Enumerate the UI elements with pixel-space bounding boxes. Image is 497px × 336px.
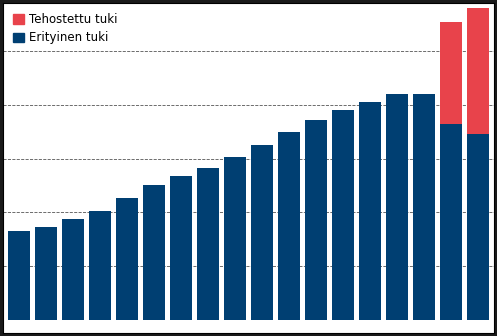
Bar (305, 120, 327, 320)
Bar (440, 22, 462, 124)
Bar (467, 134, 489, 320)
Bar (89, 211, 111, 320)
Bar (413, 94, 435, 320)
Bar (197, 168, 219, 320)
Bar (386, 94, 408, 320)
Bar (170, 176, 192, 320)
Bar (440, 124, 462, 320)
Legend: Tehostettu tuki, Erityinen tuki: Tehostettu tuki, Erityinen tuki (8, 8, 122, 49)
Bar (359, 102, 381, 320)
Bar (116, 198, 138, 320)
Bar (251, 145, 273, 320)
Bar (8, 231, 30, 320)
Bar (278, 132, 300, 320)
Bar (224, 157, 246, 320)
Bar (467, 8, 489, 134)
Bar (35, 227, 57, 320)
Bar (332, 110, 354, 320)
Bar (62, 219, 84, 320)
Bar (143, 185, 165, 320)
